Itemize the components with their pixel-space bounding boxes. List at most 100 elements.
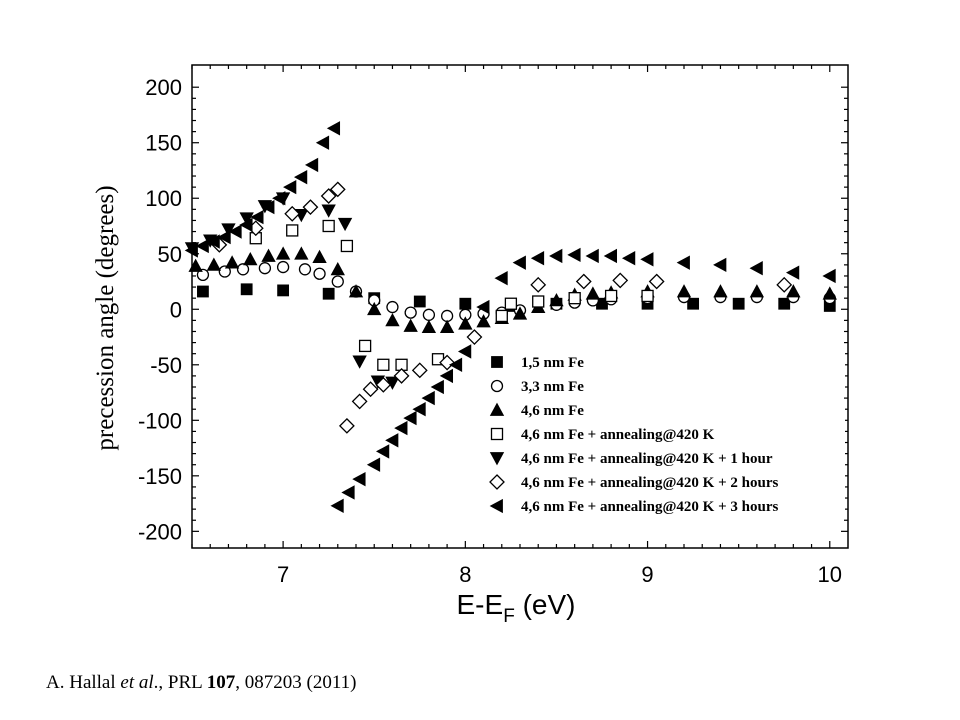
legend-bg [485, 447, 845, 469]
data-point [822, 286, 837, 300]
data-point [348, 284, 364, 298]
data-point [749, 284, 765, 298]
data-point [575, 273, 592, 290]
data-point [313, 267, 326, 280]
legend-bg [485, 399, 845, 421]
data-point [322, 219, 335, 233]
data-point [352, 471, 366, 487]
data-point [732, 297, 745, 310]
data-point [240, 283, 253, 296]
data-point [778, 297, 791, 310]
data-point [413, 295, 426, 308]
legend-bg [485, 471, 845, 493]
series-2 [196, 260, 836, 323]
data-point [250, 209, 264, 225]
data-point [352, 355, 367, 369]
legend-marker [489, 452, 505, 466]
data-point [504, 297, 518, 310]
data-point [375, 376, 392, 393]
y-axis-label: precession angle (degrees) [92, 185, 119, 450]
data-point [320, 188, 337, 204]
legend-label: 4,6 nm Fe + annealing@420 K [521, 427, 715, 443]
data-point [338, 417, 355, 434]
data-point [239, 217, 253, 233]
data-point [439, 319, 455, 333]
data-point [530, 276, 547, 293]
data-point [403, 410, 417, 426]
data-point [196, 268, 210, 282]
data-point [421, 319, 437, 333]
legend-bg [485, 375, 845, 397]
data-point [283, 179, 297, 195]
data-point [367, 301, 382, 316]
data-point [258, 262, 272, 275]
data-point [822, 268, 836, 284]
data-point [197, 285, 209, 298]
data-point [321, 204, 336, 218]
data-point [358, 339, 372, 353]
legend-marker [491, 356, 503, 368]
data-point [676, 284, 692, 298]
data-point [326, 121, 341, 136]
data-point [585, 248, 599, 264]
y-tick-label: -100 [138, 408, 182, 433]
data-point [512, 255, 526, 270]
data-point [404, 306, 417, 319]
legend-label: 4,6 nm Fe + annealing@420 K + 1 hour [521, 451, 773, 467]
data-point [294, 246, 309, 260]
data-point [549, 293, 564, 307]
data-point [341, 485, 355, 500]
citation: A. Hallal et al., PRL 107, 087203 (2011) [46, 672, 357, 694]
data-point [439, 368, 454, 384]
data-point [676, 255, 690, 270]
data-point [312, 249, 327, 263]
data-point [567, 247, 581, 263]
data-point [549, 248, 563, 264]
legend-label: 4,6 nm Fe [521, 403, 584, 419]
data-point [439, 354, 456, 371]
data-point [195, 238, 209, 254]
data-point [393, 367, 410, 384]
data-point [298, 263, 312, 276]
data-point [284, 205, 301, 222]
citation-journal: ., PRL [153, 672, 207, 693]
data-point [749, 261, 763, 276]
y-tick-label: 100 [145, 186, 182, 211]
data-point [276, 260, 290, 274]
x-axis-label: E-EF (eV) [457, 589, 576, 627]
data-point [476, 314, 491, 328]
data-point [448, 357, 463, 372]
citation-author: A. Hallal [46, 672, 121, 693]
data-point [228, 224, 242, 239]
data-point [641, 289, 654, 303]
legend-marker [489, 474, 505, 490]
data-point [457, 344, 472, 359]
data-point [713, 284, 728, 298]
y-tick-label: 0 [170, 297, 182, 322]
data-point [184, 243, 198, 258]
x-axis-label-main: E-E [457, 589, 504, 620]
data-point [603, 248, 618, 264]
legend: 1,5 nm Fe 3,3 nm Fe 4,6 nm Fe 4,6 nm Fe + a… [485, 351, 845, 517]
y-tick-label: -150 [138, 464, 182, 489]
x-tick-label: 8 [459, 562, 471, 587]
legend-label: 3,3 nm Fe [521, 379, 584, 395]
data-point [385, 313, 400, 327]
legend-marker [489, 402, 505, 416]
x-tick-label: 9 [641, 562, 653, 587]
data-point [403, 318, 418, 332]
data-point [568, 292, 581, 305]
data-point [385, 433, 399, 448]
data-point [293, 169, 308, 185]
data-point [272, 191, 286, 206]
legend-label: 4,6 nm Fe + annealing@420 K + 2 hours [521, 475, 778, 491]
data-point [261, 199, 275, 215]
series-5 [184, 192, 400, 390]
data-point [386, 300, 399, 314]
data-point [713, 257, 727, 273]
data-point [315, 135, 330, 150]
data-point [377, 358, 390, 371]
legend-label: 1,5 nm Fe [521, 355, 584, 371]
data-point [411, 362, 428, 379]
data-point [218, 265, 231, 278]
